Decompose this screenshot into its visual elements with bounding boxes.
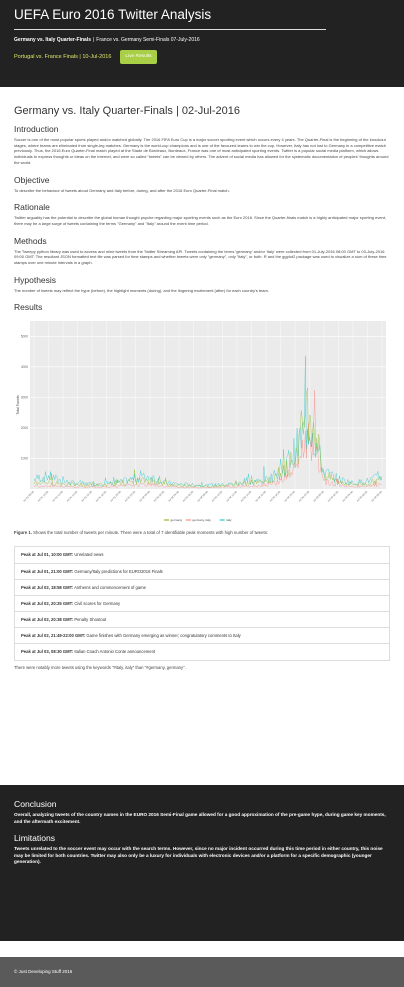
footer-copyright: © Just Developing Stuff 2016 <box>14 969 73 974</box>
x-tick-label: Jul 03 02:00 <box>326 490 339 503</box>
y-tick-label: 2000 <box>21 427 28 431</box>
limitations-heading: Limitations <box>14 833 56 844</box>
x-tick-label: Jul 02 16:00 <box>254 490 267 503</box>
nav-separator: | <box>92 37 95 43</box>
x-tick-label: Jul 02 12:00 <box>225 490 238 503</box>
y-tick-label: 5000 <box>21 335 28 339</box>
peak-time: Peak at Jul 02, 21:49-22:00 GMT: <box>21 632 86 638</box>
x-tick-label: Jul 02 04:00 <box>167 490 180 503</box>
tweets-chart: 5000 4000 3000 2000 1000 Total Tweets Jul 01 0… <box>14 317 390 527</box>
peak-time: Peak at Jul 02, 20:38 GMT: <box>21 616 74 622</box>
nav-link-france-germany[interactable]: France vs. Germany Semi-Finals 07-July-2… <box>96 37 200 43</box>
y-axis-label: Total Tweets <box>16 395 20 415</box>
keyword-note: There were notably more tweets using the… <box>14 665 186 671</box>
results-heading: Results <box>14 302 43 313</box>
x-tick-label: Jul 01 14:00 <box>65 490 78 503</box>
figure-caption: Figure 1. Shows the total number of twee… <box>14 530 390 536</box>
legend-entry: germany <box>171 519 183 523</box>
list-item: Peak at Jul 02, 20:38 GMT: Penalty Shoot… <box>15 612 389 628</box>
x-tick-label: Jul 02 02:00 <box>152 490 165 503</box>
list-item: Peak at Jul 01, 21:00 GMT: Germany/Italy… <box>15 564 389 580</box>
x-tick-label: Jul 02 06:00 <box>181 490 194 503</box>
peak-desc: Italian Coach Antonio Conte announcement <box>74 649 156 654</box>
x-tick-label: Jul 02 00:00 <box>138 490 151 503</box>
list-item: Peak at Jul 01, 10:00 GMT: Unrelated new… <box>15 547 389 564</box>
peak-desc: Game finishes with Germany emerging as w… <box>86 632 241 638</box>
x-tick-label: Jul 02 20:00 <box>283 490 296 503</box>
legend-entry: italy <box>226 519 232 523</box>
figure-caption-label: Figure 1. <box>14 530 32 536</box>
live-link-text[interactable]: Portugal vs. France Finals | 10-Jul-2016 <box>14 54 112 60</box>
header: UEFA Euro 2016 Twitter Analysis Germany … <box>0 0 404 87</box>
limitations-text: Tweets unrelated to the soccer event may… <box>14 846 383 865</box>
x-tick-label: Jul 02 08:00 <box>196 490 209 503</box>
nav-row: Germany vs. Italy Quarter-Finals | France … <box>14 36 390 45</box>
objective-text: To describe the behaviour of tweets abou… <box>14 187 230 193</box>
x-tick-label: Jul 02 14:00 <box>239 490 252 503</box>
x-tick-label: Jul 01 20:00 <box>109 490 122 503</box>
peak-time: Peak at Jul 03, 08:30 GMT: <box>21 649 74 654</box>
x-tick-label: Jul 01 10:00 <box>36 490 49 503</box>
x-tick-label: Jul 01 22:00 <box>123 490 136 503</box>
x-tick-label: Jul 01 18:00 <box>94 490 107 503</box>
peak-desc: Penalty Shootout <box>74 616 107 622</box>
methods-text: The Tweepy python library was used to ac… <box>14 248 387 266</box>
footer: © Just Developing Stuff 2016 <box>0 957 404 987</box>
x-tick-label: Jul 01 12:00 <box>51 490 64 503</box>
list-item: Peak at Jul 02, 21:49-22:00 GMT: Game fi… <box>15 628 389 644</box>
main-content: Germany vs. Italy Quarter-Finals | 02-Ju… <box>0 104 404 671</box>
live-row: Portugal vs. France Finals | 10-Jul-2016… <box>14 50 390 64</box>
page-title: Germany vs. Italy Quarter-Finals | 02-Ju… <box>14 105 240 117</box>
peak-desc: Civil scores for Germany <box>74 600 121 606</box>
title-divider <box>14 29 326 30</box>
x-tick-label: Jul 03 04:00 <box>341 490 354 503</box>
conclusion-text: Overall, analyzing tweets of the country… <box>14 812 386 824</box>
x-tick-label: Jul 03 08:00 <box>370 490 383 503</box>
conclusion-section: Conclusion Overall, analyzing tweets of … <box>0 785 404 941</box>
introduction-heading: Introduction <box>14 124 59 134</box>
peak-desc: Germany/Italy predictions for EURO2016 F… <box>74 568 163 574</box>
x-tick-label: Jul 02 10:00 <box>210 490 223 503</box>
x-tick-label: Jul 01 08:00 <box>22 490 35 503</box>
list-item: Peak at Jul 02, 20:25 GMT: Civil scores … <box>15 596 389 612</box>
x-tick-label: Jul 01 16:00 <box>80 490 93 503</box>
rationale-text: Twitter arguably has the potential to de… <box>14 215 386 226</box>
peak-time: Peak at Jul 01, 10:00 GMT: <box>21 552 74 558</box>
conclusion-heading: Conclusion <box>14 799 57 809</box>
objective-heading: Objective <box>14 174 50 185</box>
legend-entry: germany, italy <box>192 519 211 523</box>
x-tick-label: Jul 02 18:00 <box>268 490 281 503</box>
hypothesis-heading: Hypothesis <box>14 274 57 285</box>
peak-list: Peak at Jul 01, 10:00 GMT: Unrelated new… <box>14 546 390 662</box>
figure-caption-text: Shows the total number of tweets per min… <box>33 530 269 536</box>
tweets-chart-svg: 5000 4000 3000 2000 1000 Total Tweets Jul 01 0… <box>16 321 386 523</box>
x-tick-label: Jul 03 00:00 <box>312 490 325 503</box>
peak-time: Peak at Jul 01, 21:00 GMT: <box>21 568 74 574</box>
site-title[interactable]: UEFA Euro 2016 Twitter Analysis <box>14 7 212 22</box>
y-tick-label: 1000 <box>21 457 28 461</box>
live-results-button[interactable]: Live Results <box>120 50 157 64</box>
peak-desc: Anthems and commencement of game <box>74 584 146 590</box>
list-item: Peak at Jul 03, 08:30 GMT: Italian Coach… <box>15 644 389 660</box>
introduction-text: Soccer is one of the most popular sports… <box>14 137 389 165</box>
peak-desc: Unrelated news <box>74 552 104 558</box>
peak-time: Peak at Jul 02, 18:58 GMT: <box>21 584 74 590</box>
y-tick-label: 3000 <box>21 396 28 400</box>
x-tick-label: Jul 02 22:00 <box>297 490 310 503</box>
peak-time: Peak at Jul 02, 20:25 GMT: <box>21 600 74 606</box>
x-tick-label: Jul 03 06:00 <box>355 490 368 503</box>
hypothesis-text: The number of tweets may reflect the hyp… <box>14 287 269 293</box>
rationale-heading: Rationale <box>14 202 50 213</box>
methods-heading: Methods <box>14 235 47 246</box>
series-line-germany-italy <box>33 390 383 489</box>
nav-link-germany-italy[interactable]: Germany vs. Italy Quarter-Finals <box>14 37 91 43</box>
y-tick-label: 4000 <box>21 365 28 369</box>
list-item: Peak at Jul 02, 18:58 GMT: Anthems and c… <box>15 580 389 596</box>
